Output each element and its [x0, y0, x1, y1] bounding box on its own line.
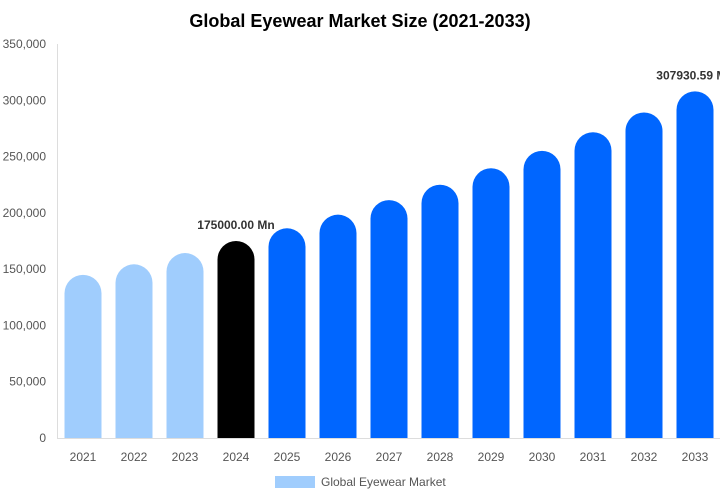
x-tick-label: 2021 — [70, 450, 97, 464]
x-tick-label: 2023 — [172, 450, 199, 464]
legend-label[interactable]: Global Eyewear Market — [321, 475, 446, 489]
x-tick-label: 2024 — [223, 450, 250, 464]
bar-2022[interactable] — [115, 264, 153, 438]
x-tick-label: 2031 — [580, 450, 607, 464]
bar-2025[interactable] — [268, 228, 306, 438]
y-tick-label: 100,000 — [3, 318, 47, 332]
y-tick-label: 250,000 — [3, 150, 47, 164]
x-tick-label: 2022 — [121, 450, 148, 464]
x-tick-label: 2033 — [682, 450, 709, 464]
chart-title: Global Eyewear Market Size (2021-2033) — [189, 11, 530, 31]
y-tick-label: 50,000 — [9, 375, 46, 389]
bar-2032[interactable] — [625, 112, 663, 438]
y-tick-label: 300,000 — [3, 93, 47, 107]
y-tick-label: 200,000 — [3, 206, 47, 220]
bar-2027[interactable] — [370, 200, 408, 438]
x-tick-label: 2025 — [274, 450, 301, 464]
x-tick-label: 2032 — [631, 450, 658, 464]
x-tick-label: 2028 — [427, 450, 454, 464]
bar-2021[interactable] — [64, 274, 102, 438]
x-tick-label: 2030 — [529, 450, 556, 464]
y-tick-label: 0 — [39, 431, 46, 445]
legend-swatch[interactable] — [275, 476, 315, 488]
x-tick-label: 2027 — [376, 450, 403, 464]
x-tick-label: 2029 — [478, 450, 505, 464]
bar-2030[interactable] — [523, 150, 561, 438]
bar-2023[interactable] — [166, 253, 204, 438]
y-tick-label: 350,000 — [3, 37, 47, 51]
bar-2026[interactable] — [319, 214, 357, 438]
data-label: 307930.59 Mn — [656, 68, 720, 82]
bar-2033[interactable] — [676, 91, 714, 438]
bar-2028[interactable] — [421, 184, 459, 438]
x-tick-label: 2026 — [325, 450, 352, 464]
y-tick-label: 150,000 — [3, 262, 47, 276]
bar-2029[interactable] — [472, 168, 510, 438]
bar-2024[interactable] — [217, 241, 255, 438]
bar-2031[interactable] — [574, 132, 612, 438]
data-label: 175000.00 Mn — [197, 218, 274, 232]
